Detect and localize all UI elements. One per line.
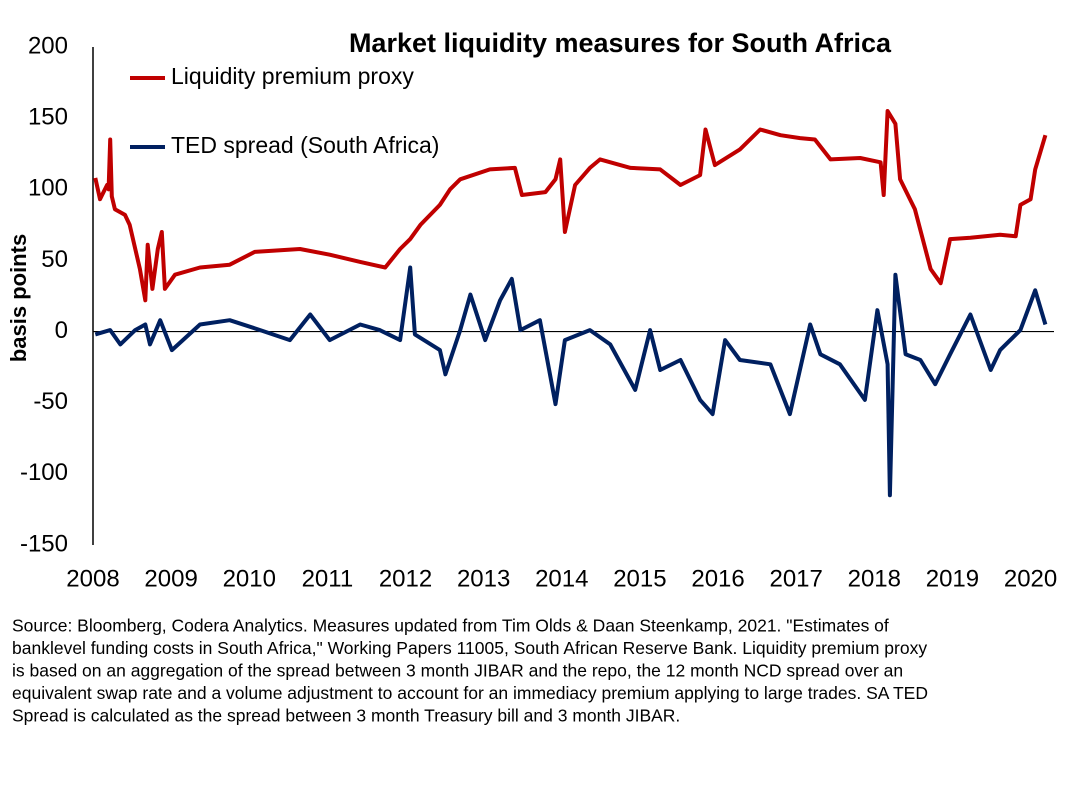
y-tick-label: 200 — [28, 32, 68, 59]
source-note: Spread is calculated as the spread betwe… — [12, 706, 680, 726]
y-tick-label: -50 — [33, 388, 68, 415]
series-line — [94, 265, 1048, 498]
x-tick-label: 2009 — [144, 565, 197, 592]
legend-label: Liquidity premium proxy — [171, 63, 414, 89]
x-tick-label: 2014 — [535, 565, 588, 592]
legend-label: TED spread (South Africa) — [171, 132, 439, 158]
y-tick-label: 100 — [28, 175, 68, 202]
x-tick-label: 2012 — [379, 565, 432, 592]
y-tick-label: 150 — [28, 103, 68, 130]
x-tick-label: 2016 — [691, 565, 744, 592]
source-note: Source: Bloomberg, Codera Analytics. Mea… — [12, 616, 889, 636]
x-tick-label: 2020 — [1004, 565, 1057, 592]
x-tick-label: 2008 — [66, 565, 119, 592]
series-line — [93, 109, 1048, 303]
y-tick-label: -150 — [20, 530, 68, 557]
chart-title: Market liquidity measures for South Afri… — [349, 28, 892, 58]
x-tick-label: 2015 — [613, 565, 666, 592]
source-note: banklevel funding costs in South Africa,… — [12, 638, 927, 658]
x-tick-label: 2019 — [926, 565, 979, 592]
x-tick-label: 2010 — [223, 565, 276, 592]
x-tick-label: 2013 — [457, 565, 510, 592]
source-note: equivalent swap rate and a volume adjust… — [12, 683, 928, 703]
source-note: is based on an aggregation of the spread… — [12, 661, 903, 681]
y-tick-label: 50 — [41, 246, 68, 273]
x-tick-label: 2017 — [769, 565, 822, 592]
x-tick-label: 2018 — [848, 565, 901, 592]
y-tick-label: -100 — [20, 459, 68, 486]
y-axis-label: basis points — [6, 234, 31, 362]
y-tick-label: 0 — [55, 317, 68, 344]
x-tick-label: 2011 — [302, 565, 354, 592]
